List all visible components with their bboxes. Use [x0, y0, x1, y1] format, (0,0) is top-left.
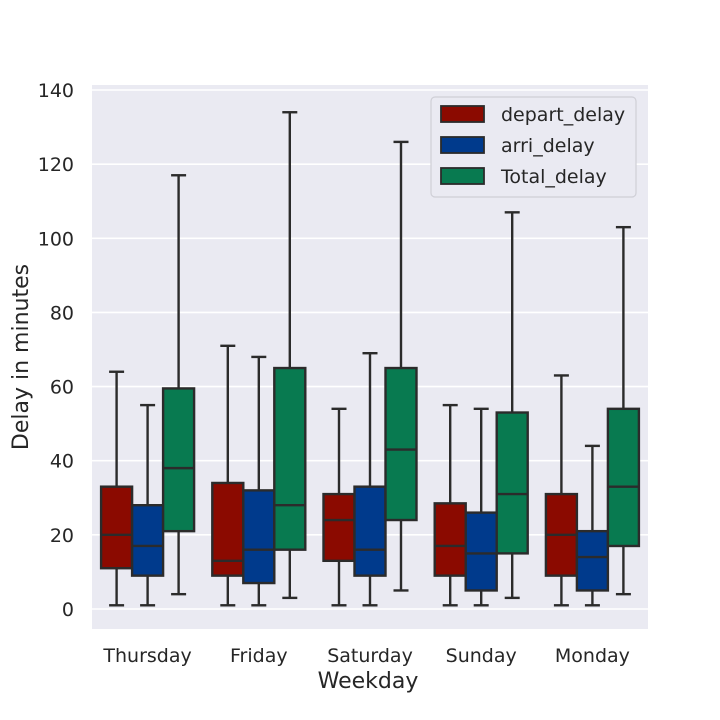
- legend-swatch: [440, 167, 485, 185]
- box-depart_delay-Friday: [211, 344, 245, 607]
- boxes: [99, 111, 641, 607]
- iqr-box: [464, 511, 498, 592]
- y-axis: 0 20 40 60 80 100 120 140: [38, 80, 74, 621]
- iqr-box: [273, 366, 307, 551]
- y-tick-label: 80: [50, 302, 74, 324]
- iqr-box: [322, 492, 356, 563]
- y-tick-label: 100: [38, 228, 74, 250]
- iqr-box: [433, 502, 467, 577]
- legend: depart_delay arri_delay Total_delay: [430, 96, 637, 198]
- box-Total_delay-Thursday: [161, 174, 196, 596]
- box-depart_delay-Monday: [544, 374, 579, 607]
- iqr-box: [99, 485, 134, 570]
- iqr-box: [384, 366, 418, 522]
- box-arri_delay-Monday: [575, 444, 610, 607]
- y-axis-label: Delay in minutes: [9, 264, 34, 450]
- y-tick-label: 140: [38, 80, 74, 102]
- y-tick-label: 20: [50, 525, 74, 547]
- iqr-box: [575, 529, 610, 592]
- y-tick-label: 60: [50, 377, 74, 399]
- box-depart_delay-Sunday: [433, 403, 467, 607]
- y-tick-label: 40: [50, 451, 74, 473]
- box-arri_delay-Saturday: [353, 352, 387, 607]
- legend-label: arri_delay: [501, 135, 595, 157]
- x-tick-label: Saturday: [327, 645, 413, 667]
- x-axis: Thursday Friday Saturday Sunday Monday: [102, 645, 629, 667]
- iqr-box: [130, 504, 165, 577]
- box-depart_delay-Saturday: [322, 407, 356, 607]
- legend-swatch: [440, 105, 485, 123]
- x-tick-label: Thursday: [102, 645, 191, 667]
- box-arri_delay-Thursday: [130, 403, 165, 607]
- iqr-box: [353, 485, 387, 577]
- iqr-box: [242, 489, 276, 585]
- box-depart_delay-Thursday: [99, 370, 134, 607]
- y-tick-label: 120: [38, 154, 74, 176]
- box-Total_delay-Saturday: [384, 140, 418, 592]
- box-Total_delay-Sunday: [495, 211, 529, 600]
- x-tick-label: Friday: [230, 645, 288, 667]
- box-Total_delay-Friday: [273, 111, 307, 600]
- legend-label: Total_delay: [500, 166, 607, 188]
- box-Total_delay-Monday: [606, 225, 641, 596]
- legend-swatch: [440, 136, 485, 154]
- box-arri_delay-Sunday: [464, 407, 498, 607]
- legend-label: depart_delay: [501, 104, 625, 126]
- x-tick-label: Sunday: [446, 645, 517, 667]
- x-tick-label: Monday: [555, 645, 630, 667]
- y-tick-label: 0: [62, 599, 74, 621]
- iqr-box: [495, 411, 529, 555]
- iqr-box: [161, 387, 196, 533]
- iqr-box: [606, 407, 641, 548]
- x-axis-label: Weekday: [318, 669, 419, 694]
